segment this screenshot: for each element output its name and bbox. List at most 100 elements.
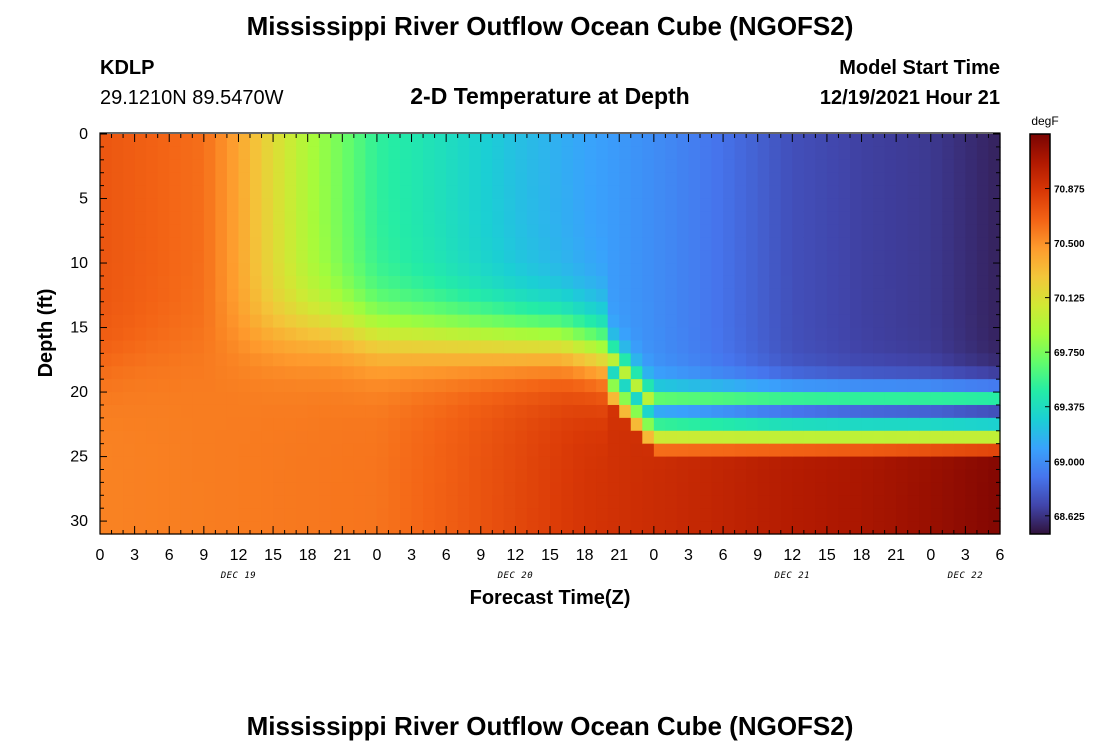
heatmap-cell <box>123 508 136 522</box>
heatmap-cell <box>700 250 713 264</box>
heatmap-cell <box>169 521 182 535</box>
heatmap-cell <box>273 482 286 496</box>
heatmap-cell <box>192 353 205 367</box>
heatmap-cell <box>780 159 793 174</box>
heatmap-cell <box>561 521 574 535</box>
heatmap-cell <box>607 508 620 522</box>
heatmap-cell <box>584 301 597 316</box>
heatmap-cell <box>665 211 678 225</box>
heatmap-cell <box>769 379 782 393</box>
heatmap-cell <box>146 288 159 303</box>
heatmap-cell <box>826 482 840 496</box>
heatmap-cell <box>988 456 1001 471</box>
heatmap-cell <box>111 237 124 251</box>
heatmap-cell <box>826 172 840 187</box>
heatmap-cell <box>480 327 493 342</box>
heatmap-cell <box>411 495 424 509</box>
heatmap-cell <box>850 353 863 367</box>
heatmap-cell <box>965 301 978 316</box>
heatmap-cell <box>550 263 563 277</box>
heatmap-cell <box>376 495 390 509</box>
heatmap-cell <box>769 288 782 303</box>
heatmap-cell <box>607 495 620 509</box>
heatmap-cell <box>896 224 909 238</box>
heatmap-cell <box>192 392 205 406</box>
heatmap-cell <box>273 198 286 213</box>
heatmap-cell <box>134 404 147 419</box>
heatmap-cell <box>780 301 793 316</box>
heatmap-cell <box>111 134 124 148</box>
heatmap-cell <box>584 237 597 251</box>
heatmap-cell <box>342 417 355 432</box>
heatmap-cell <box>826 314 840 329</box>
y-tick-label: 20 <box>70 384 88 401</box>
heatmap-cell <box>480 314 493 329</box>
heatmap-cell <box>284 521 297 535</box>
heatmap-cell <box>896 301 909 316</box>
heatmap-cell <box>746 443 759 458</box>
heatmap-cell <box>503 353 516 367</box>
heatmap-cell <box>515 340 528 354</box>
heatmap-cell <box>976 508 990 522</box>
heatmap-cell <box>930 185 943 200</box>
heatmap-cell <box>607 250 620 264</box>
heatmap-cell <box>169 172 182 187</box>
heatmap-cell <box>665 353 678 367</box>
heatmap-cell <box>630 159 643 174</box>
heatmap-cell <box>157 250 170 264</box>
heatmap-cell <box>815 353 828 367</box>
heatmap-cell <box>400 172 413 187</box>
heatmap-cell <box>111 353 124 367</box>
heatmap-cell <box>296 288 309 303</box>
heatmap-cell <box>365 159 378 174</box>
heatmap-cell <box>261 430 274 445</box>
heatmap-cell <box>284 198 297 213</box>
heatmap-cell <box>561 250 574 264</box>
heatmap-cell <box>192 275 205 290</box>
heatmap-cell <box>180 392 193 406</box>
heatmap-cell <box>642 185 655 200</box>
heatmap-cell <box>596 327 609 342</box>
heatmap-cell <box>457 456 470 471</box>
heatmap-cell <box>157 340 170 354</box>
heatmap-cell <box>480 198 493 213</box>
heatmap-cell <box>319 430 332 445</box>
heatmap-cell <box>469 495 482 509</box>
heatmap-cell <box>192 198 205 213</box>
heatmap-cell <box>515 237 528 251</box>
heatmap-cell <box>988 288 1001 303</box>
heatmap-cell <box>446 288 459 303</box>
heatmap-cell <box>457 379 470 393</box>
heatmap-cell <box>111 404 124 419</box>
heatmap-cell <box>353 379 366 393</box>
heatmap-cell <box>526 134 540 148</box>
heatmap-cell <box>792 185 805 200</box>
heatmap-cell <box>723 301 736 316</box>
heatmap-cell <box>942 198 955 213</box>
heatmap-cell <box>515 159 528 174</box>
heatmap-cell <box>769 263 782 277</box>
heatmap-cell <box>630 430 643 445</box>
heatmap-cell <box>423 456 436 471</box>
heatmap-cell <box>307 185 320 200</box>
heatmap-cell <box>665 263 678 277</box>
heatmap-cell <box>861 456 874 471</box>
heatmap-cell <box>550 443 563 458</box>
heatmap-cell <box>169 495 182 509</box>
heatmap-cell <box>653 134 666 148</box>
heatmap-cell <box>157 224 170 238</box>
heatmap-cell <box>769 495 782 509</box>
heatmap-cell <box>446 211 459 225</box>
heatmap-cell <box>134 392 147 406</box>
heatmap-cell <box>157 366 170 380</box>
heatmap-cell <box>757 275 770 290</box>
heatmap-cell <box>734 288 747 303</box>
heatmap-cell <box>850 263 863 277</box>
heatmap-cell <box>307 404 320 419</box>
heatmap-cell <box>838 469 851 483</box>
heatmap-cell <box>769 366 782 380</box>
heatmap-cell <box>342 263 355 277</box>
heatmap-cell <box>607 469 620 483</box>
heatmap-cell <box>157 146 170 161</box>
heatmap-cell <box>469 250 482 264</box>
